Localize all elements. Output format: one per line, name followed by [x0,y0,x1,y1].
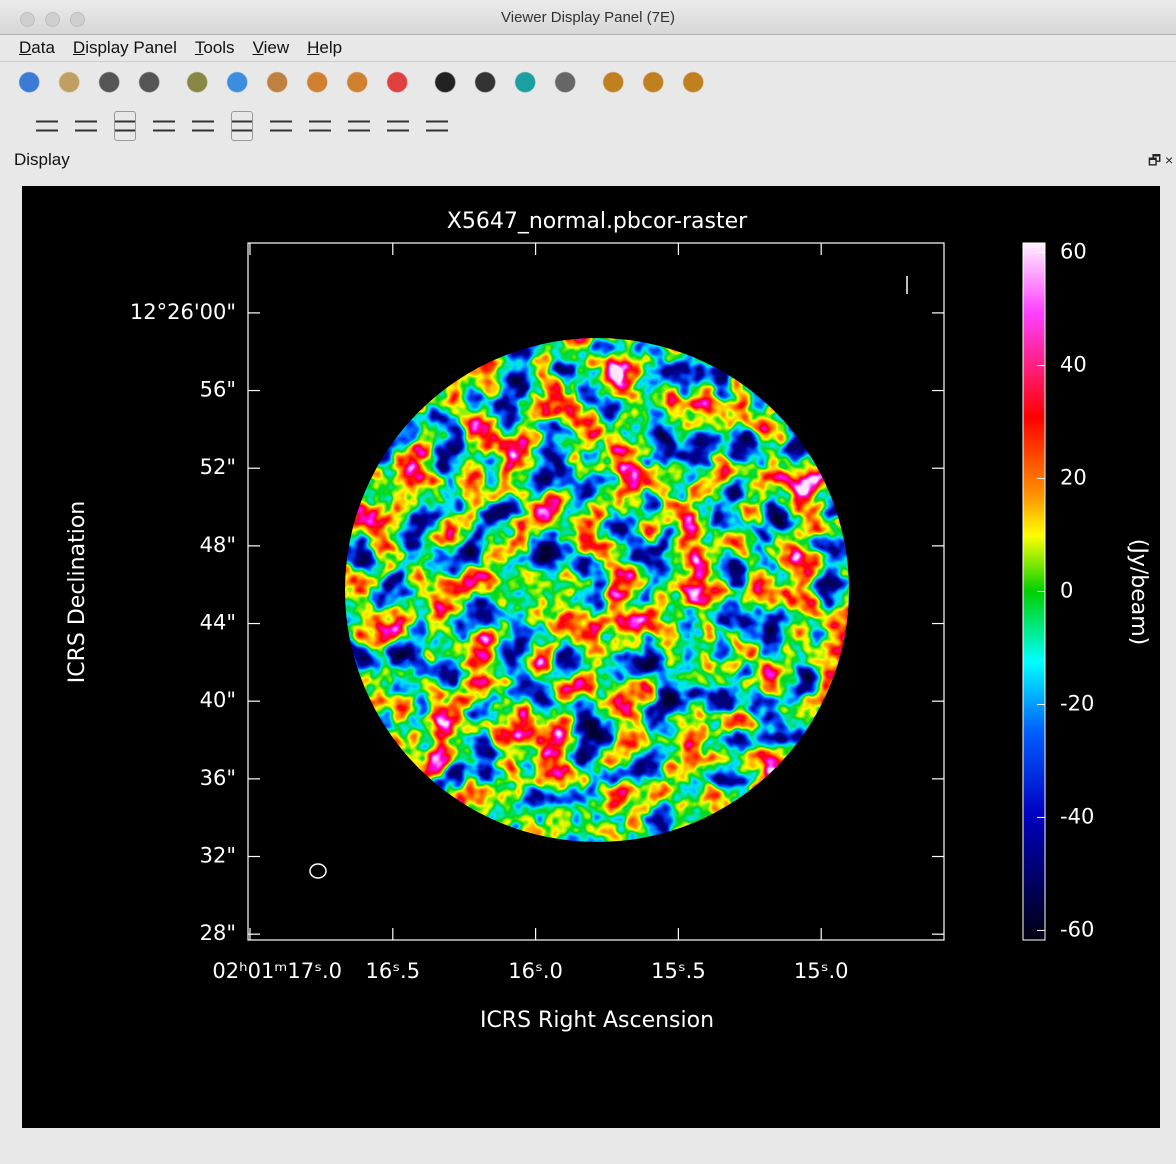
y-axis-label: ICRS Declination [65,501,90,683]
x-tick-label: 02ʰ01ᵐ17ˢ.0 [212,959,342,983]
colorbar-tick-label: 0 [1060,579,1073,603]
colorbar-tick-label: 40 [1060,353,1087,377]
x-tick-label: 15ˢ.5 [651,959,706,983]
y-tick-label: 44" [200,611,236,635]
colorbar-label: (Jy/beam) [1126,539,1151,646]
raster-image [345,338,851,844]
x-tick-label: 15ˢ.0 [794,959,849,983]
y-tick-label: 12°26'00" [130,300,236,324]
colorbar-tick-label: 20 [1060,466,1087,490]
colorbar-tick-label: 60 [1060,240,1087,264]
plot-title: X5647_normal.pbcor-raster [447,209,748,234]
x-tick-label: 16ˢ.0 [508,959,563,983]
y-tick-label: 36" [200,766,236,790]
y-tick-label: 52" [200,455,236,479]
x-axis-label: ICRS Right Ascension [480,1008,714,1033]
y-tick-label: 40" [200,688,236,712]
y-tick-label: 32" [200,844,236,868]
colorbar-tick-label: -60 [1060,917,1094,941]
display-area: X5647_normal.pbcor-raster ICRS Right Asc… [0,0,1176,1164]
colorbar-tick-label: -20 [1060,691,1094,715]
y-tick-label: 48" [200,533,236,557]
x-tick-label: 16ˢ.5 [366,959,421,983]
y-tick-label: 56" [200,378,236,402]
colorbar-tick-label: -40 [1060,804,1094,828]
y-tick-label: 28" [200,921,236,945]
screen: Viewer Display Panel (7E) DataDisplay Pa… [0,0,1176,1164]
